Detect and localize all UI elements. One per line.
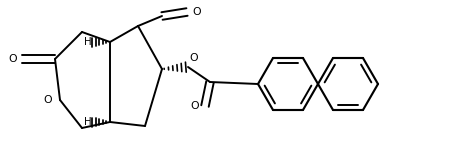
Text: H: H	[84, 37, 92, 47]
Text: O: O	[190, 53, 198, 63]
Text: O: O	[44, 95, 52, 105]
Text: O: O	[9, 54, 17, 64]
Text: O: O	[193, 7, 201, 17]
Text: H: H	[84, 117, 92, 127]
Text: O: O	[191, 101, 199, 111]
